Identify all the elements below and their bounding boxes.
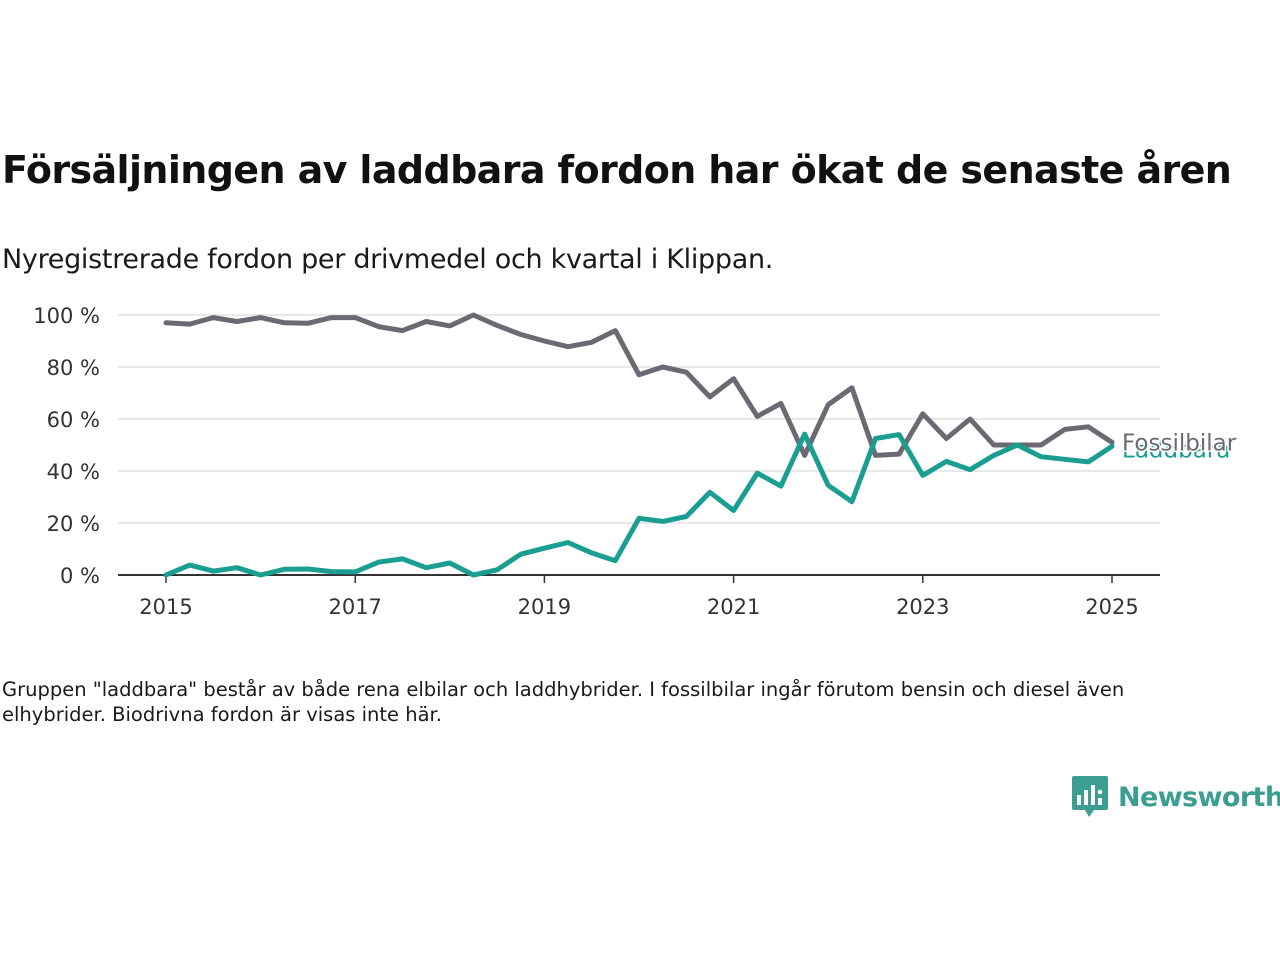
y-tick-label: 100 %	[33, 304, 100, 328]
y-tick-label: 40 %	[47, 460, 100, 484]
series-line-laddbara	[163, 431, 1115, 578]
chart-series	[163, 312, 1115, 578]
y-tick-label: 80 %	[47, 356, 100, 380]
series-line-fossilbilar	[163, 312, 1115, 458]
series-label-laddbara: Laddbara	[1122, 437, 1230, 463]
bar-chart-speech-bubble-icon	[1072, 776, 1108, 817]
x-axis: 2015 2017 2019 2021 2023 2025	[118, 574, 1160, 619]
logo-text: Newsworthy	[1118, 781, 1280, 813]
chart-footnote: Gruppen "laddbara" består av både rena e…	[2, 678, 1125, 726]
y-axis: 0 % 20 % 40 % 60 % 80 % 100 %	[33, 304, 100, 588]
series-label-fossilbilar: Fossilbilar	[1122, 430, 1237, 456]
chart-gridlines	[118, 314, 1160, 524]
x-tick-label: 2021	[707, 595, 760, 619]
x-tick-label: 2023	[896, 595, 949, 619]
chart-title: Försäljningen av laddbara fordon har öka…	[2, 148, 1232, 192]
newsworthy-logo: Newsworthy	[1072, 776, 1280, 818]
y-tick-label: 0 %	[60, 564, 100, 588]
x-tick-label: 2017	[328, 595, 381, 619]
chart-subtitle: Nyregistrerade fordon per drivmedel och …	[2, 244, 774, 275]
y-tick-label: 60 %	[47, 408, 100, 432]
x-tick-label: 2015	[139, 595, 192, 619]
x-tick-label: 2025	[1085, 595, 1138, 619]
y-tick-label: 20 %	[47, 512, 100, 536]
x-tick-label: 2019	[518, 595, 571, 619]
line-chart: 0 % 20 % 40 % 60 % 80 % 100 % 2015 2017 2019 202…	[33, 304, 1239, 619]
